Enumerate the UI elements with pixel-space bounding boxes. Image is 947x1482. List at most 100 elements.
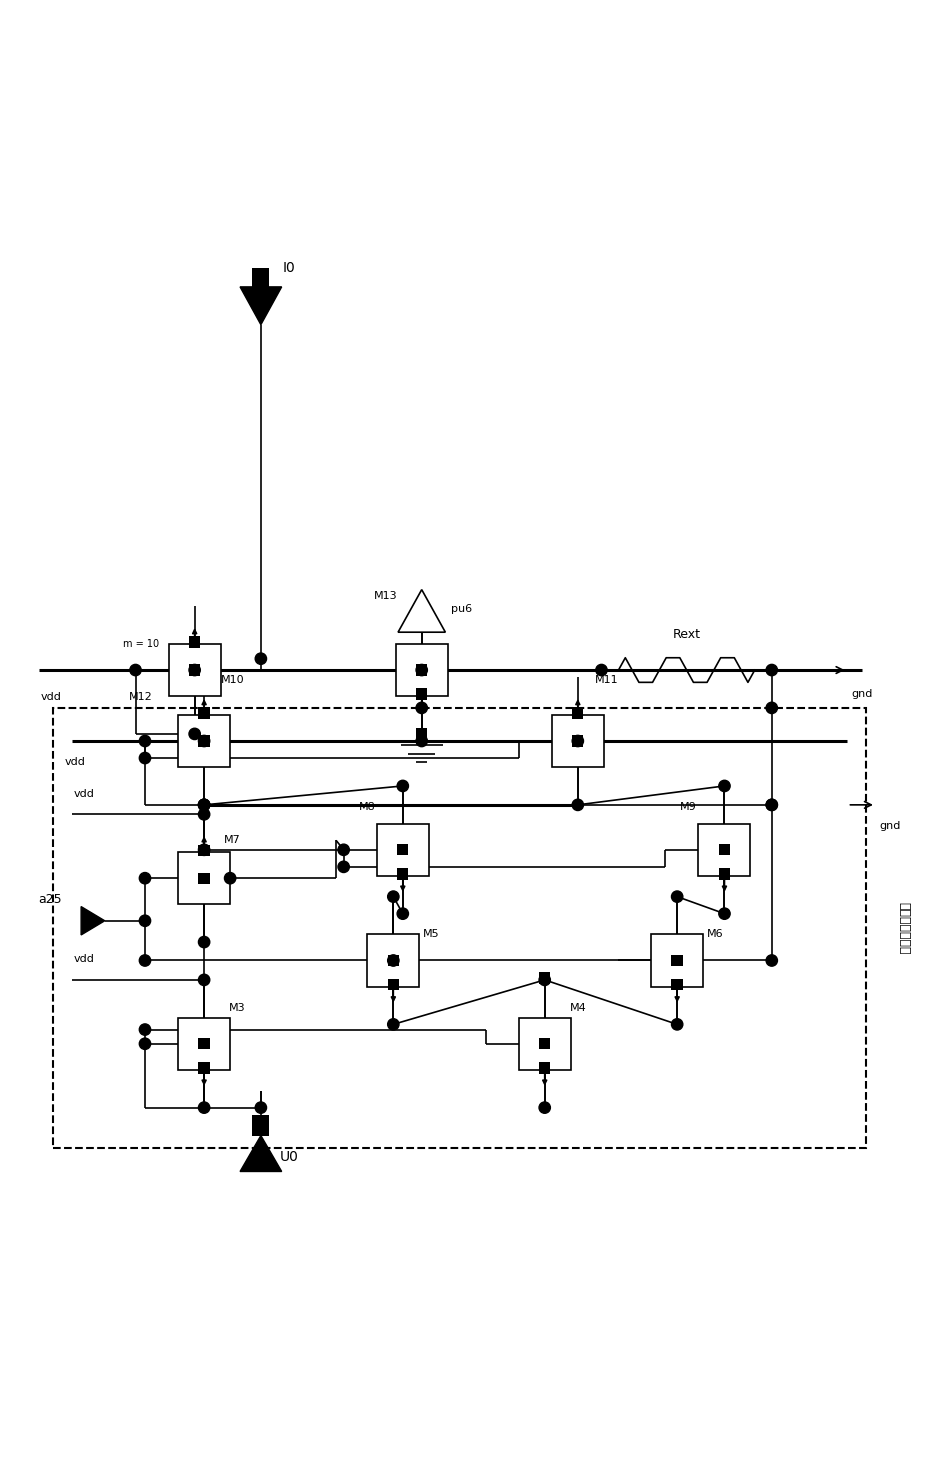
Bar xyxy=(188,636,200,648)
Bar xyxy=(719,845,730,855)
Circle shape xyxy=(198,799,209,811)
Circle shape xyxy=(188,664,200,676)
Circle shape xyxy=(719,780,730,791)
Polygon shape xyxy=(240,1135,281,1171)
Bar xyxy=(198,707,209,719)
Text: M3: M3 xyxy=(229,1003,245,1012)
Circle shape xyxy=(139,873,151,883)
Circle shape xyxy=(387,1018,399,1030)
Bar xyxy=(539,1063,550,1073)
Circle shape xyxy=(139,735,151,747)
Circle shape xyxy=(766,799,777,811)
Text: M10: M10 xyxy=(221,674,244,685)
Bar xyxy=(169,645,221,697)
Bar xyxy=(539,972,550,984)
Circle shape xyxy=(766,799,777,811)
Circle shape xyxy=(198,735,209,747)
Bar xyxy=(416,664,427,676)
Text: vdd: vdd xyxy=(74,954,95,965)
Bar xyxy=(416,728,427,740)
Circle shape xyxy=(130,664,141,676)
Bar xyxy=(178,852,230,904)
Bar xyxy=(539,1037,550,1049)
Bar xyxy=(198,735,209,747)
Bar xyxy=(416,689,427,700)
Circle shape xyxy=(387,891,399,903)
Text: pu6: pu6 xyxy=(451,603,472,614)
Text: 运算放大大电路: 运算放大大电路 xyxy=(897,901,910,954)
Bar xyxy=(387,954,399,966)
Text: M6: M6 xyxy=(706,929,723,940)
Text: U0: U0 xyxy=(279,1150,298,1165)
Bar xyxy=(377,824,429,876)
Bar xyxy=(698,824,750,876)
Bar xyxy=(397,845,408,855)
Text: M12: M12 xyxy=(129,692,152,701)
Text: M9: M9 xyxy=(680,802,697,812)
Circle shape xyxy=(539,1103,550,1113)
Circle shape xyxy=(766,664,777,676)
Circle shape xyxy=(198,1103,209,1113)
Text: M5: M5 xyxy=(422,929,439,940)
Circle shape xyxy=(416,702,427,713)
Bar xyxy=(178,714,230,768)
Circle shape xyxy=(198,799,209,811)
Bar xyxy=(671,980,683,990)
Bar xyxy=(198,873,209,883)
Circle shape xyxy=(255,1103,266,1113)
Circle shape xyxy=(338,861,349,873)
Text: gnd: gnd xyxy=(850,689,872,698)
Text: M13: M13 xyxy=(374,591,398,602)
Circle shape xyxy=(139,1037,151,1049)
Bar xyxy=(198,1037,209,1049)
Text: vdd: vdd xyxy=(65,757,86,766)
Bar xyxy=(551,714,603,768)
Text: M7: M7 xyxy=(224,836,241,845)
Circle shape xyxy=(139,1024,151,1036)
Bar xyxy=(651,935,703,987)
Bar xyxy=(53,708,866,1149)
Bar xyxy=(572,707,583,719)
Text: m = 10: m = 10 xyxy=(122,639,159,649)
Circle shape xyxy=(539,974,550,986)
Polygon shape xyxy=(398,590,445,633)
Circle shape xyxy=(671,1018,683,1030)
Bar xyxy=(367,935,420,987)
Text: M8: M8 xyxy=(358,802,375,812)
Bar xyxy=(671,954,683,966)
Circle shape xyxy=(224,873,236,883)
Bar xyxy=(178,1018,230,1070)
Bar xyxy=(518,1018,570,1070)
Circle shape xyxy=(572,735,583,747)
Text: I0: I0 xyxy=(283,261,295,276)
Text: a25: a25 xyxy=(39,894,63,907)
Bar xyxy=(252,1114,269,1135)
Circle shape xyxy=(139,954,151,966)
Text: Rext: Rext xyxy=(672,627,700,640)
Bar xyxy=(396,645,448,697)
Circle shape xyxy=(387,954,399,966)
Circle shape xyxy=(397,780,408,791)
Circle shape xyxy=(198,974,209,986)
Bar xyxy=(252,264,269,288)
Circle shape xyxy=(139,753,151,763)
Text: vdd: vdd xyxy=(74,788,95,799)
Circle shape xyxy=(719,908,730,919)
Text: vdd: vdd xyxy=(41,692,62,701)
Circle shape xyxy=(188,728,200,740)
Circle shape xyxy=(255,654,266,664)
Bar xyxy=(572,735,583,747)
Bar xyxy=(198,1063,209,1073)
Circle shape xyxy=(671,891,683,903)
Circle shape xyxy=(416,664,427,676)
Circle shape xyxy=(338,845,349,855)
Circle shape xyxy=(416,735,427,747)
Bar xyxy=(719,868,730,880)
Circle shape xyxy=(766,954,777,966)
Polygon shape xyxy=(81,907,105,935)
Circle shape xyxy=(397,908,408,919)
Polygon shape xyxy=(240,288,281,325)
Bar xyxy=(397,868,408,880)
Text: gnd: gnd xyxy=(879,821,901,831)
Circle shape xyxy=(198,809,209,820)
